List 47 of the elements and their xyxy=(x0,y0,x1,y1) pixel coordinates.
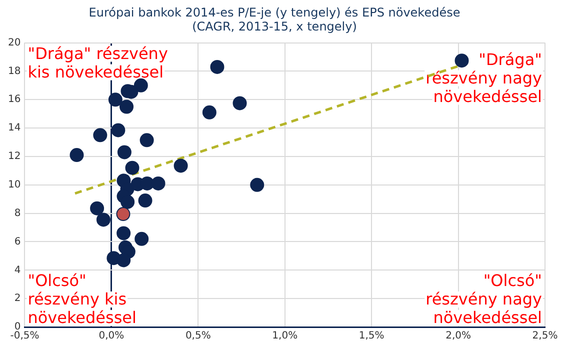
y-tick-label: 8 xyxy=(14,208,21,219)
point xyxy=(116,253,131,268)
point xyxy=(125,160,140,175)
y-tick-label: 6 xyxy=(14,236,21,248)
point xyxy=(140,133,154,148)
point xyxy=(210,60,224,74)
y-tick-label: 4 xyxy=(14,264,21,276)
annotation: "Olcsó" részvény kis növekedéssel xyxy=(28,271,136,327)
y-tick-label: 10 xyxy=(8,179,21,190)
x-tick-label: 0,5% xyxy=(185,330,211,342)
x-tick-label: 1,5% xyxy=(358,330,384,342)
point xyxy=(120,100,134,114)
annotation: "Drága" részvény kis növekedéssel xyxy=(28,44,168,82)
point xyxy=(116,207,130,222)
chart-title: Európai bankok 2014-es P/E-je (y tengely) és EPS növekedése (CAGR, 2013-15, x tengely) xyxy=(88,5,460,34)
point xyxy=(90,201,104,216)
point xyxy=(202,105,216,120)
point xyxy=(232,96,247,110)
y-tick-label: 20 xyxy=(8,37,21,48)
point xyxy=(111,123,126,138)
x-tick-label: 2,0% xyxy=(446,330,471,342)
y-tick-label: 16 xyxy=(8,94,21,106)
point xyxy=(151,176,166,190)
point xyxy=(117,145,132,160)
point xyxy=(140,176,154,190)
point xyxy=(174,158,188,173)
point xyxy=(116,226,131,240)
point xyxy=(138,194,152,208)
x-tick-label: 2,5% xyxy=(532,330,558,342)
y-tick-label: 18 xyxy=(8,66,21,77)
annotation: "Drága" részvény nagy növekedéssel xyxy=(426,50,542,106)
point xyxy=(108,92,122,107)
y-tick-label: 12 xyxy=(8,151,21,162)
point xyxy=(250,178,264,192)
x-tick-label: 0,0% xyxy=(98,330,124,342)
point xyxy=(120,194,135,209)
y-tick-label: 14 xyxy=(8,122,21,134)
point xyxy=(454,54,469,68)
point xyxy=(134,232,149,246)
point xyxy=(70,148,84,162)
point xyxy=(96,212,110,227)
point xyxy=(134,78,148,92)
x-tick-label: -0,5% xyxy=(10,330,40,342)
y-tick-label: 2 xyxy=(14,293,21,304)
x-tick-label: 1,0% xyxy=(272,330,298,342)
point xyxy=(93,128,108,142)
annotation: "Olcsó" részvény nagy növekedéssel xyxy=(426,271,542,327)
